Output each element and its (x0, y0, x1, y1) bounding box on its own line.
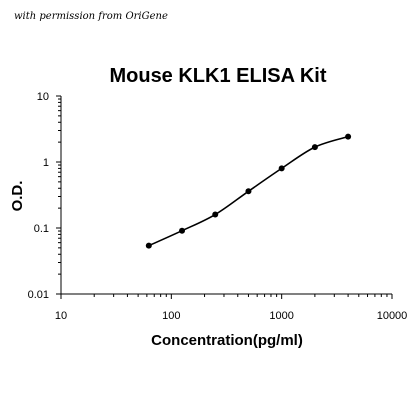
y-tick-label: 1 (43, 157, 49, 169)
data-point (345, 133, 352, 140)
y-tick-label: 10 (37, 91, 49, 103)
chart-title: Mouse KLK1 ELISA Kit (109, 65, 326, 87)
plot-axes: 10 100 1000 10000 0.01 0.1 1 10 (28, 91, 408, 322)
x-tick-label: 1000 (269, 310, 293, 322)
data-point (212, 211, 219, 218)
x-tick-label: 10000 (377, 310, 408, 322)
data-point (278, 165, 285, 172)
x-tick-label: 10 (55, 310, 67, 322)
data-point (245, 188, 252, 195)
data-point (311, 144, 318, 151)
y-tick-label: 0.01 (28, 289, 49, 301)
data-points-layer (145, 133, 352, 249)
data-point (179, 227, 186, 234)
data-point (145, 242, 152, 249)
x-tick-label: 100 (162, 310, 180, 322)
y-tick-label: 0.1 (34, 223, 49, 235)
x-axis-label: Concentration(pg/ml) (151, 332, 303, 349)
watermark-text: with permission from OriGene (14, 11, 168, 22)
y-axis-label: O.D. (9, 181, 26, 212)
